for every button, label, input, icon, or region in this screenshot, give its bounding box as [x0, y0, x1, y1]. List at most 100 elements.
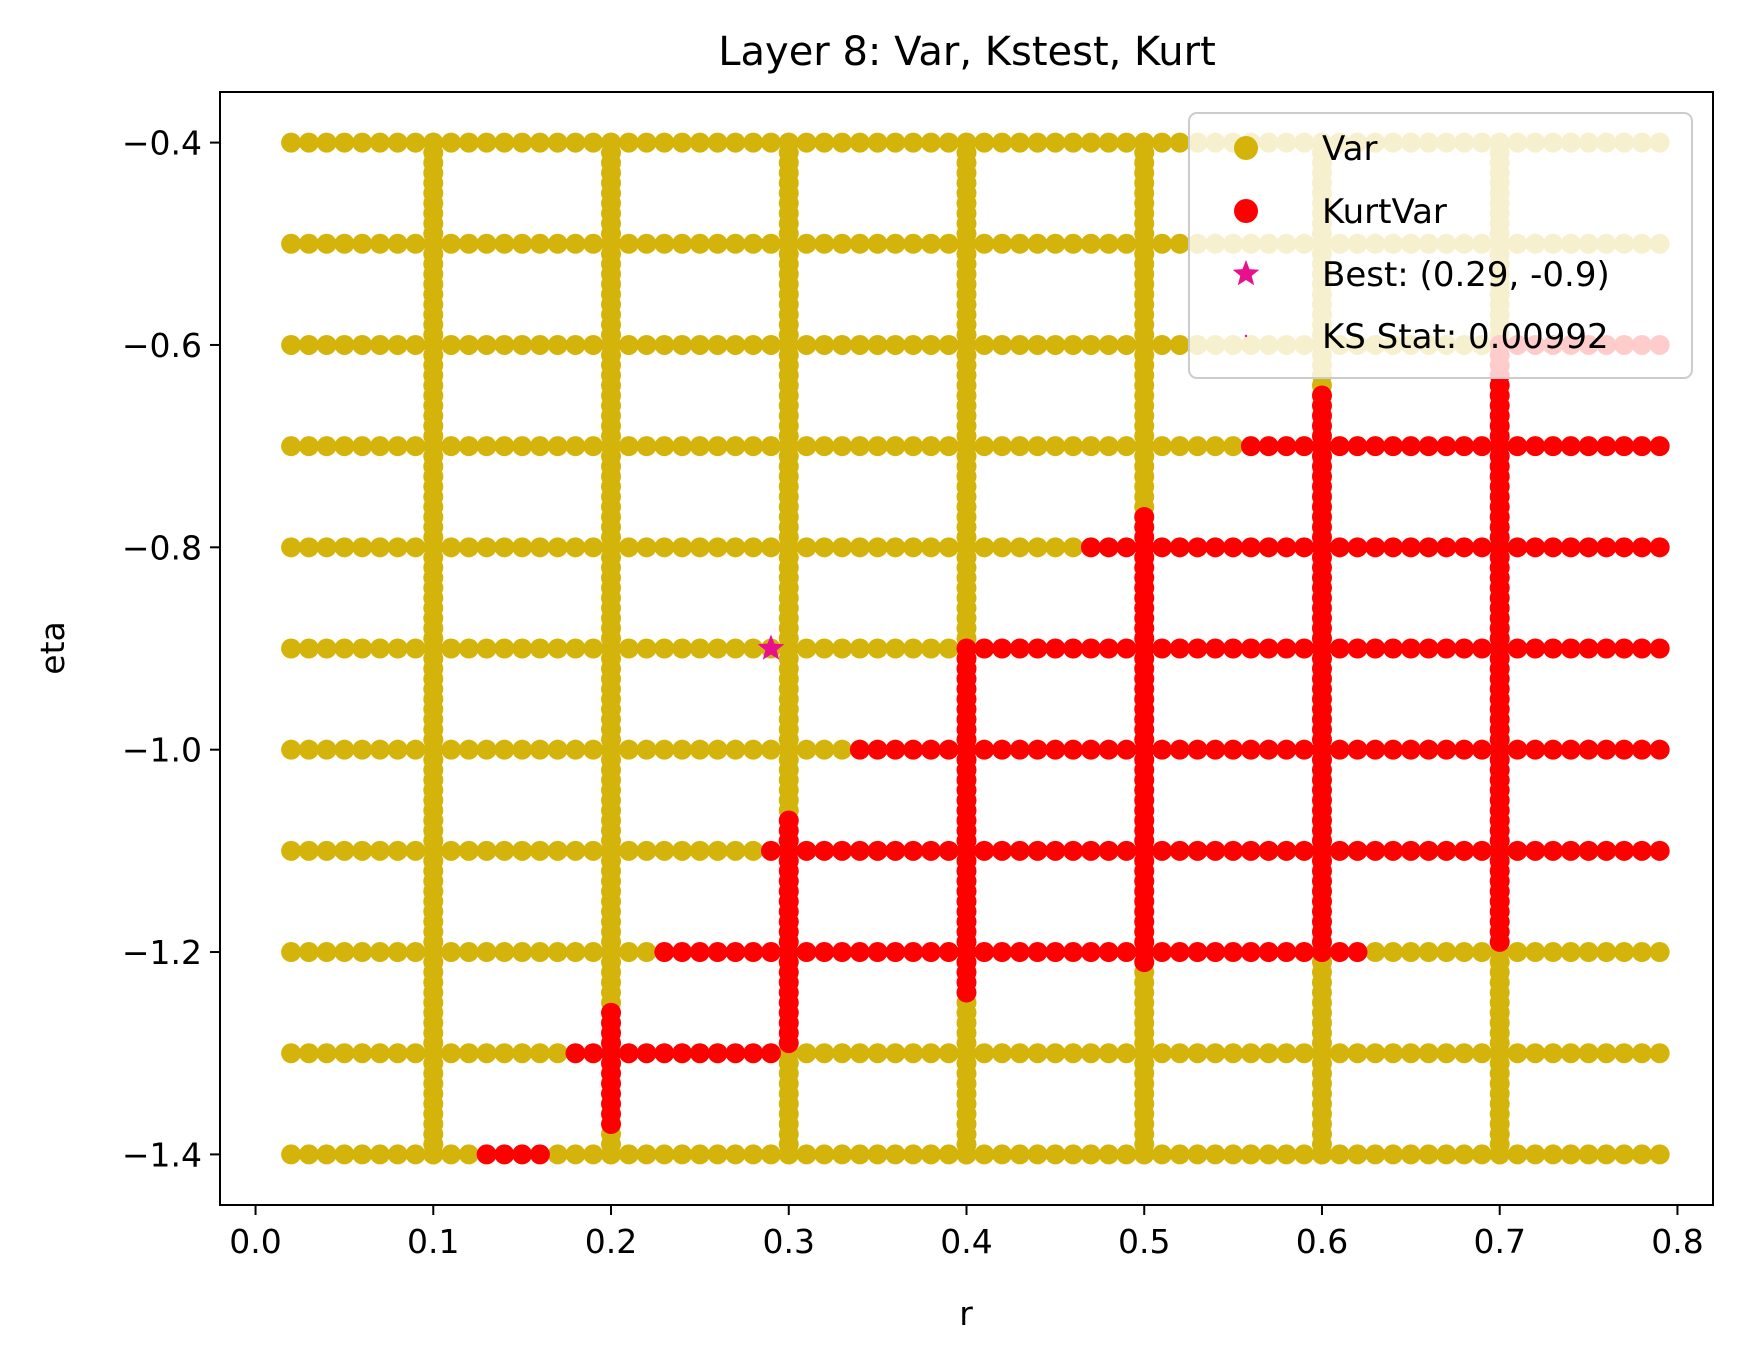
var-point [494, 334, 515, 355]
var-point [316, 638, 337, 659]
var-point [601, 132, 622, 153]
kurtvar-point [849, 942, 870, 963]
var-point [1187, 1144, 1208, 1165]
var-point [458, 840, 479, 861]
var-point [458, 1144, 479, 1165]
var-point [352, 638, 373, 659]
kurtvar-point [938, 942, 959, 963]
var-point [529, 436, 550, 457]
var-point [1116, 334, 1137, 355]
var-point [281, 942, 302, 963]
y-tick-label: −1.4 [122, 1135, 202, 1174]
kurtvar-point [725, 942, 746, 963]
var-point [1009, 436, 1030, 457]
var-point [1507, 1144, 1528, 1165]
kurtvar-point [849, 840, 870, 861]
kurtvar-point [992, 840, 1013, 861]
legend-marker-var [1234, 136, 1258, 160]
var-point [387, 233, 408, 254]
var-point [1080, 436, 1101, 457]
kurtvar-point [565, 1043, 586, 1064]
var-point [992, 537, 1013, 558]
var-point [583, 840, 604, 861]
var-point [405, 739, 426, 760]
kurtvar-point [938, 739, 959, 760]
var-point [476, 942, 497, 963]
var-point [369, 942, 390, 963]
kurtvar-point [1560, 537, 1581, 558]
var-point [920, 334, 941, 355]
var-point [1152, 436, 1173, 457]
kurtvar-point [903, 942, 924, 963]
var-point [565, 840, 586, 861]
var-point [316, 334, 337, 355]
var-point [938, 233, 959, 254]
var-point [760, 233, 781, 254]
var-point [458, 334, 479, 355]
var-point [992, 132, 1013, 153]
kurtvar-point [867, 739, 888, 760]
var-point [938, 1144, 959, 1165]
var-point [814, 436, 835, 457]
kurtvar-point [1205, 942, 1226, 963]
var-point [885, 1043, 906, 1064]
var-point [689, 334, 710, 355]
kurtvar-point [1383, 537, 1404, 558]
var-point [387, 840, 408, 861]
var-point [832, 233, 853, 254]
kurtvar-point [920, 942, 941, 963]
var-point [832, 132, 853, 153]
var-point [529, 942, 550, 963]
var-point [725, 537, 746, 558]
kurtvar-point [1205, 638, 1226, 659]
var-point [1631, 1144, 1652, 1165]
var-point [1525, 1043, 1546, 1064]
kurtvar-point [1507, 537, 1528, 558]
kurtvar-point [1205, 840, 1226, 861]
kurtvar-point [1507, 739, 1528, 760]
var-point [1134, 132, 1155, 153]
var-point [1596, 942, 1617, 963]
var-point [547, 739, 568, 760]
var-point [867, 537, 888, 558]
kurtvar-point [1649, 840, 1670, 861]
var-point [689, 537, 710, 558]
kurtvar-point [1240, 942, 1261, 963]
var-point [654, 537, 675, 558]
kurtvar-point [920, 739, 941, 760]
kurtvar-point [1169, 638, 1190, 659]
kurtvar-point [654, 1043, 675, 1064]
kurtvar-point [1276, 436, 1297, 457]
var-point [1471, 1144, 1492, 1165]
var-point [281, 537, 302, 558]
var-point [725, 638, 746, 659]
var-point [369, 334, 390, 355]
var-point [849, 132, 870, 153]
var-point [654, 233, 675, 254]
var-point [316, 739, 337, 760]
var-point [760, 537, 781, 558]
var-point [938, 436, 959, 457]
var-point [1596, 1144, 1617, 1165]
var-point [903, 436, 924, 457]
var-point [298, 436, 319, 457]
var-point [814, 132, 835, 153]
var-point [760, 132, 781, 153]
var-point [672, 334, 693, 355]
kurtvar-point [1365, 840, 1386, 861]
kurtvar-point [1223, 638, 1244, 659]
var-point [707, 739, 728, 760]
var-point [512, 436, 533, 457]
kurtvar-point [1329, 638, 1350, 659]
var-point [618, 233, 639, 254]
var-point [938, 537, 959, 558]
var-point [672, 739, 693, 760]
var-point [298, 132, 319, 153]
var-point [832, 1144, 853, 1165]
var-point [1543, 1144, 1564, 1165]
var-point [316, 233, 337, 254]
kurtvar-point [1294, 942, 1315, 963]
var-point [281, 638, 302, 659]
kurtvar-point [1258, 840, 1279, 861]
var-point [458, 638, 479, 659]
